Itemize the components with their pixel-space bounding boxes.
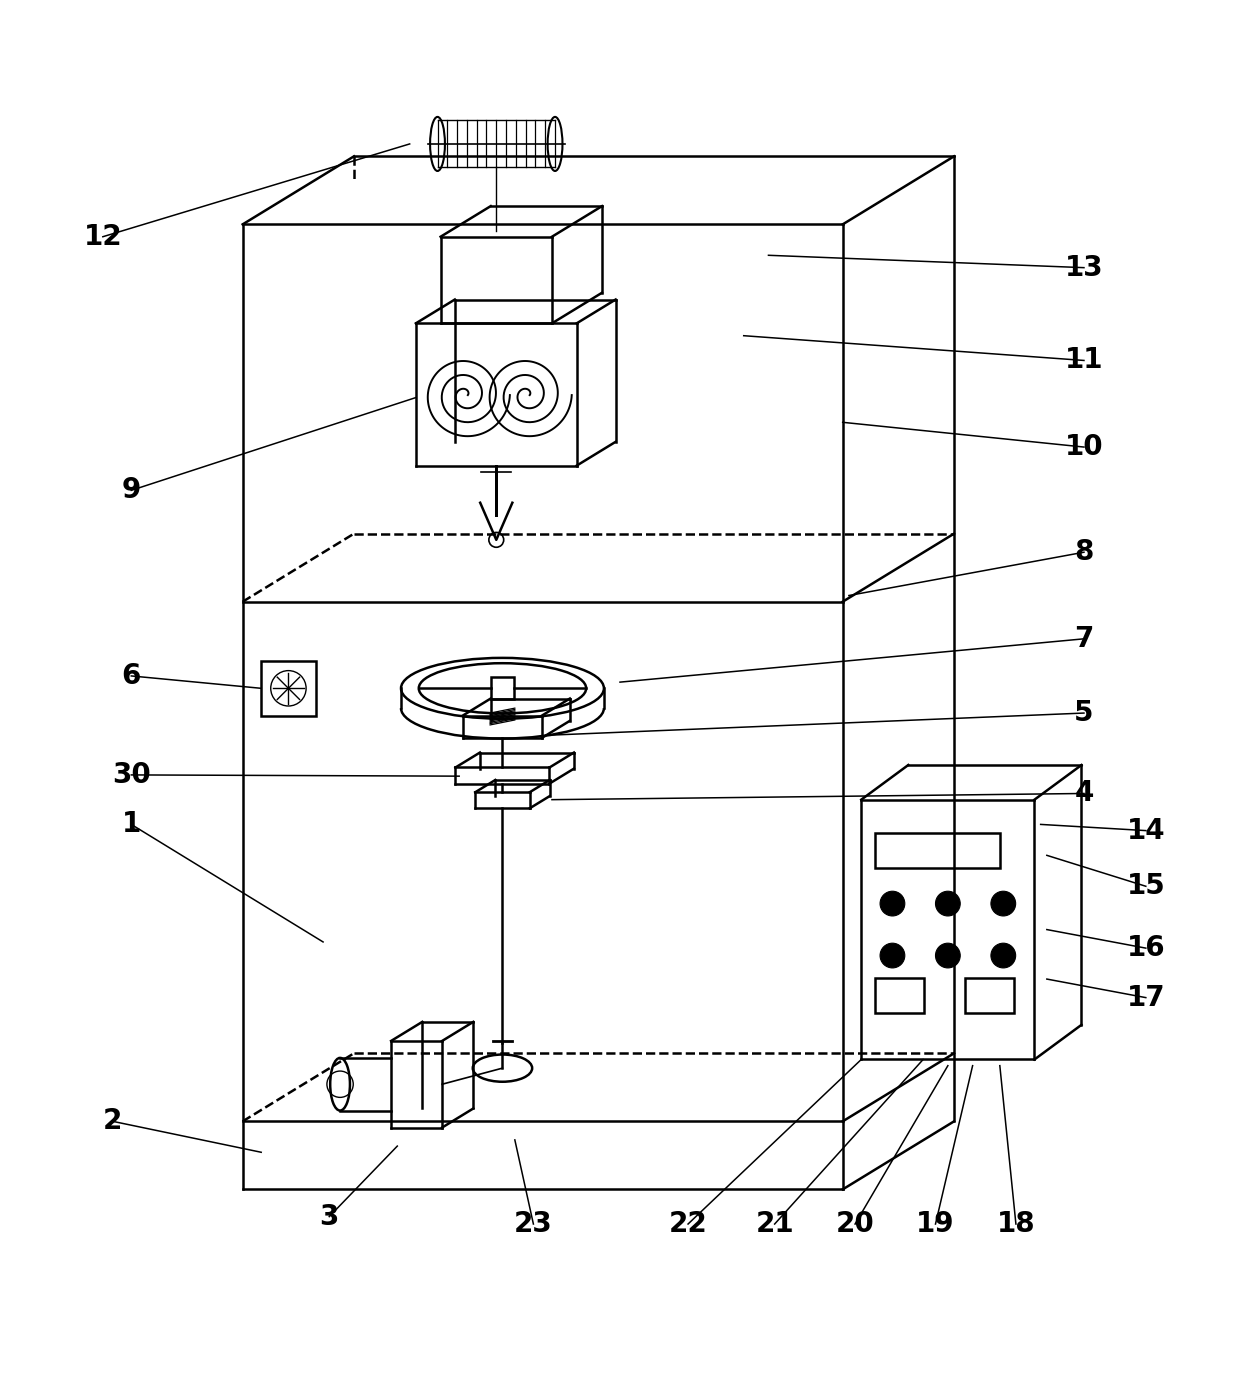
Circle shape bbox=[880, 892, 905, 915]
Text: 3: 3 bbox=[320, 1203, 339, 1231]
Text: 14: 14 bbox=[1126, 817, 1166, 845]
Text: 23: 23 bbox=[515, 1210, 553, 1238]
Circle shape bbox=[991, 892, 1016, 915]
Text: 8: 8 bbox=[1074, 538, 1094, 567]
Text: 30: 30 bbox=[112, 761, 151, 789]
Circle shape bbox=[935, 943, 960, 968]
Text: 16: 16 bbox=[1126, 935, 1166, 963]
Text: 5: 5 bbox=[1074, 699, 1094, 726]
Circle shape bbox=[991, 943, 1016, 968]
Text: 17: 17 bbox=[1126, 983, 1166, 1011]
Text: 9: 9 bbox=[122, 476, 141, 504]
Text: 12: 12 bbox=[83, 222, 123, 251]
Circle shape bbox=[880, 943, 905, 968]
Circle shape bbox=[935, 892, 960, 915]
Text: 13: 13 bbox=[1065, 254, 1104, 282]
Text: 4: 4 bbox=[1074, 779, 1094, 807]
Text: 1: 1 bbox=[122, 810, 141, 839]
Text: 7: 7 bbox=[1074, 625, 1094, 653]
Text: 20: 20 bbox=[836, 1210, 874, 1238]
Text: 22: 22 bbox=[668, 1210, 708, 1238]
Text: 21: 21 bbox=[755, 1210, 794, 1238]
Text: 6: 6 bbox=[122, 663, 141, 690]
Text: 19: 19 bbox=[916, 1210, 955, 1238]
Text: 11: 11 bbox=[1065, 346, 1104, 375]
Text: 15: 15 bbox=[1126, 872, 1166, 900]
Text: 18: 18 bbox=[997, 1210, 1035, 1238]
Text: 10: 10 bbox=[1065, 433, 1104, 461]
Text: 2: 2 bbox=[103, 1107, 123, 1135]
